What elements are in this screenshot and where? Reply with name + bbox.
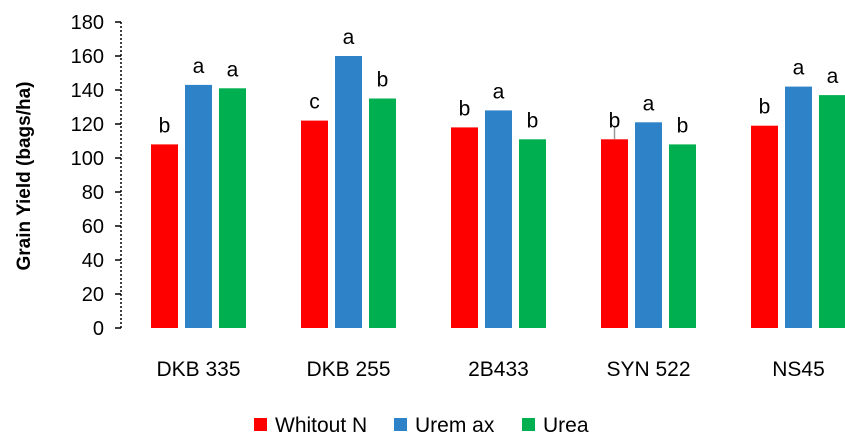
y-tick-label: 160: [71, 46, 104, 68]
y-tick-label: 20: [82, 284, 104, 306]
bar: [669, 144, 696, 328]
category-label: 2B433: [468, 358, 529, 381]
y-tick-label: 100: [71, 148, 104, 170]
y-tick-label: 40: [82, 250, 104, 272]
y-tick-label: 80: [82, 182, 104, 204]
legend-label: Urem ax: [415, 414, 495, 437]
legend-swatch: [522, 418, 535, 431]
significance-label: b: [609, 109, 621, 132]
bar: [751, 125, 778, 328]
bar: [151, 144, 178, 328]
category-label: DKB 335: [156, 358, 240, 381]
y-tick-label: 60: [82, 216, 104, 238]
legend-swatch: [254, 418, 267, 431]
y-tick-label: 180: [71, 12, 104, 34]
significance-label: b: [527, 109, 539, 132]
legend-swatch: [394, 418, 407, 431]
bar: [335, 56, 362, 328]
bar: [635, 122, 662, 328]
bar: [785, 86, 812, 328]
bar: [819, 95, 845, 328]
bars-group: [151, 56, 845, 329]
significance-label: a: [493, 80, 505, 103]
category-label: SYN 522: [606, 358, 690, 381]
y-axis-label: Grain Yield (bags/ha): [14, 82, 35, 271]
significance-label: b: [459, 97, 471, 120]
bar: [451, 127, 478, 329]
significance-label: b: [759, 96, 771, 119]
significance-label: c: [309, 91, 320, 114]
legend-label: Urea: [543, 414, 589, 437]
significance-label: a: [227, 58, 239, 81]
bar: [369, 98, 396, 328]
bar: [301, 120, 328, 328]
legend: Whitout N Urem ax Urea: [254, 414, 589, 437]
legend-label: Whitout N: [275, 414, 367, 437]
significance-label: a: [643, 92, 655, 115]
bar: [519, 139, 546, 328]
y-tick-label: 140: [71, 80, 104, 102]
significance-label: a: [827, 65, 839, 88]
category-labels: DKB 335 DKB 255 2B433 SYN 522 NS45: [156, 358, 824, 381]
category-label: NS45: [772, 358, 825, 381]
bar: [601, 139, 628, 328]
significance-label: a: [793, 57, 805, 80]
significance-label: a: [193, 55, 205, 78]
y-axis-ticks: 0 20 40 60 80 100 120 140 160 180: [71, 12, 121, 340]
bar: [219, 88, 246, 328]
y-tick-label: 0: [93, 318, 104, 340]
bar: [485, 110, 512, 329]
category-label: DKB 255: [306, 358, 390, 381]
y-tick-label: 120: [71, 114, 104, 136]
significance-label: b: [677, 114, 689, 137]
significance-label: b: [159, 114, 171, 137]
bar: [185, 84, 212, 329]
significance-label: a: [343, 26, 355, 49]
significance-label: b: [377, 69, 389, 92]
